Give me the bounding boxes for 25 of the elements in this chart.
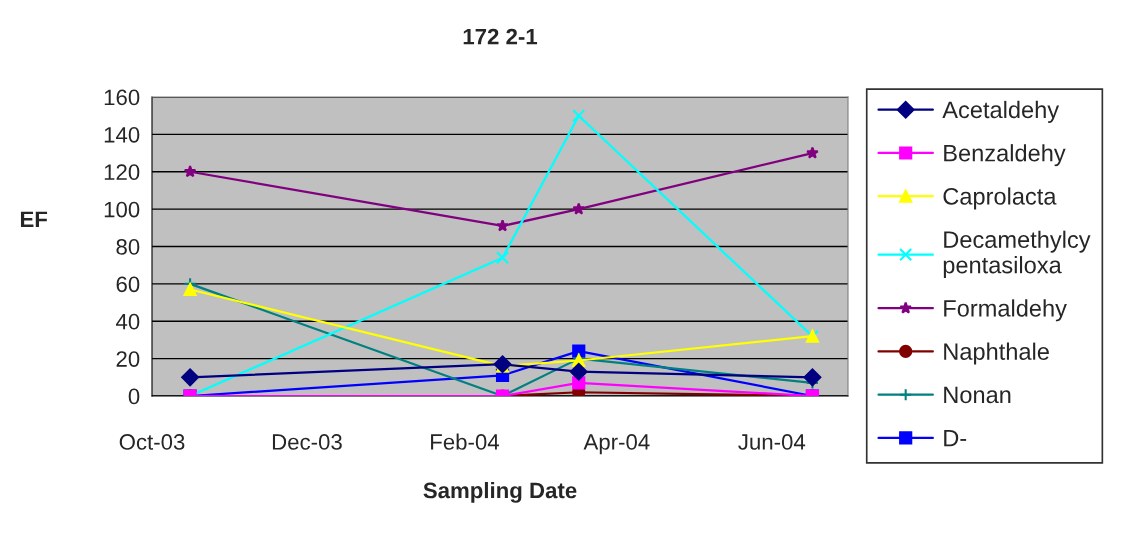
x-tick-label: Feb-04 (431, 433, 499, 450)
legend-label: Naphthale (944, 342, 1049, 365)
y-tick-label: 20 (116, 351, 140, 367)
legend-label: Benzaldehy (944, 144, 1066, 167)
legend-label: Decamethylcy pentasiloxa (943, 230, 1091, 279)
x-tick-label: Jun-04 (738, 434, 806, 450)
y-axis-title: EF (20, 211, 48, 227)
x-tick-label: Oct-03 (119, 434, 185, 450)
y-tick-label: 120 (104, 164, 140, 181)
y-tick-label: 60 (116, 276, 140, 293)
y-tick-label: 80 (116, 239, 140, 255)
x-tick-label: Dec-03 (272, 434, 342, 450)
x-tick-label: Apr-04 (583, 434, 650, 455)
y-tick-label: 160 (104, 89, 140, 106)
legend-label: Nonan (944, 386, 1011, 404)
legend-label: D- (944, 429, 967, 447)
y-tick-label: 100 (104, 201, 140, 218)
y-tick-label: 140 (104, 126, 140, 143)
chart-title: 172 2-1 (463, 28, 538, 45)
y-tick-label: 40 (115, 313, 140, 330)
legend-label: Caprolacta (943, 187, 1057, 210)
x-axis-title: Sampling Date (423, 481, 577, 503)
legend-label: Acetaldehy (942, 100, 1060, 123)
legend-label: Formaldehy (944, 299, 1067, 322)
y-tick-label: 0 (128, 388, 140, 405)
